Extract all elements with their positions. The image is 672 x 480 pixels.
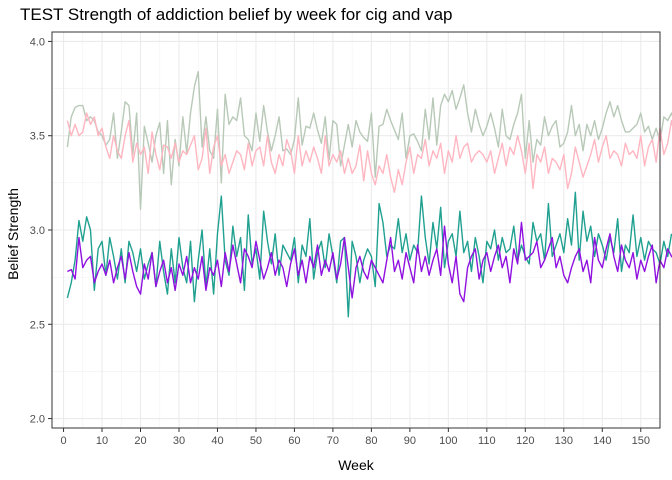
x-tick-label: 130 bbox=[555, 435, 573, 447]
y-tick-label: 3.0 bbox=[30, 225, 45, 237]
y-tick-label: 4.0 bbox=[30, 36, 45, 48]
chart-title: TEST Strength of addiction belief by wee… bbox=[20, 5, 453, 24]
series-line-2 bbox=[66, 112, 672, 193]
series-line-4 bbox=[67, 221, 672, 303]
series-lines bbox=[66, 70, 672, 318]
x-tick-label: 70 bbox=[327, 435, 339, 447]
x-tick-label: 30 bbox=[173, 435, 185, 447]
series-line-1 bbox=[66, 70, 672, 210]
x-tick-label: 60 bbox=[288, 435, 300, 447]
x-tick-label: 100 bbox=[439, 435, 457, 447]
x-tick-label: 10 bbox=[96, 435, 108, 447]
y-axis-ticks: 2.0 2.5 3.0 3.5 4.0 bbox=[30, 36, 52, 426]
x-axis-ticks: 0 10 20 30 40 50 60 70 80 90 100 110 120 130 140 150 bbox=[60, 428, 650, 447]
x-tick-label: 110 bbox=[478, 435, 496, 447]
series-line-3 bbox=[66, 191, 672, 318]
y-tick-label: 2.0 bbox=[30, 414, 45, 426]
x-tick-label: 90 bbox=[404, 435, 416, 447]
x-tick-label: 140 bbox=[593, 435, 611, 447]
x-tick-label: 120 bbox=[516, 435, 534, 447]
x-tick-label: 20 bbox=[134, 435, 146, 447]
x-tick-label: 80 bbox=[365, 435, 377, 447]
y-axis-title: Belief Strength bbox=[5, 188, 21, 280]
x-tick-label: 150 bbox=[632, 435, 650, 447]
x-axis-title: Week bbox=[338, 457, 375, 473]
x-tick-label: 40 bbox=[211, 435, 223, 447]
x-tick-label: 50 bbox=[250, 435, 262, 447]
y-tick-label: 2.5 bbox=[30, 319, 45, 331]
y-tick-label: 3.5 bbox=[30, 131, 45, 143]
x-tick-label: 0 bbox=[60, 435, 66, 447]
